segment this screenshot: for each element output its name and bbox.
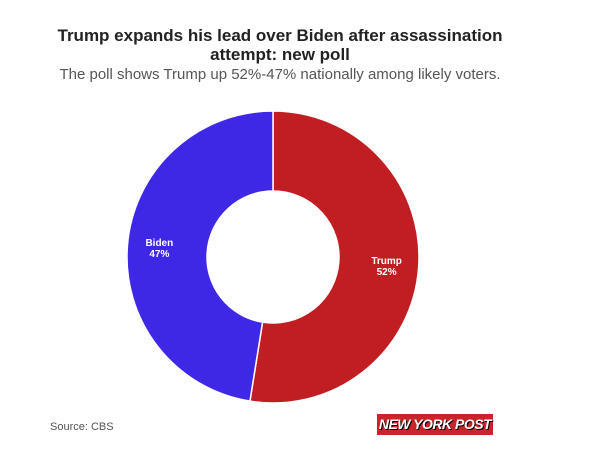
source-note: Source: CBS — [50, 421, 114, 433]
chart-subtitle: The poll shows Trump up 52%-47% national… — [59, 66, 501, 83]
chart-title: Trump expands his lead over Biden after … — [57, 26, 503, 64]
data-label-name: Biden — [145, 238, 173, 249]
new-york-post-logo: NEW YORK POST — [377, 414, 493, 435]
slice-biden — [126, 110, 274, 403]
data-label-value: 52% — [377, 267, 397, 278]
data-label-name: Trump — [371, 256, 402, 267]
slice-trump — [249, 110, 420, 404]
data-label-value: 47% — [149, 249, 169, 260]
